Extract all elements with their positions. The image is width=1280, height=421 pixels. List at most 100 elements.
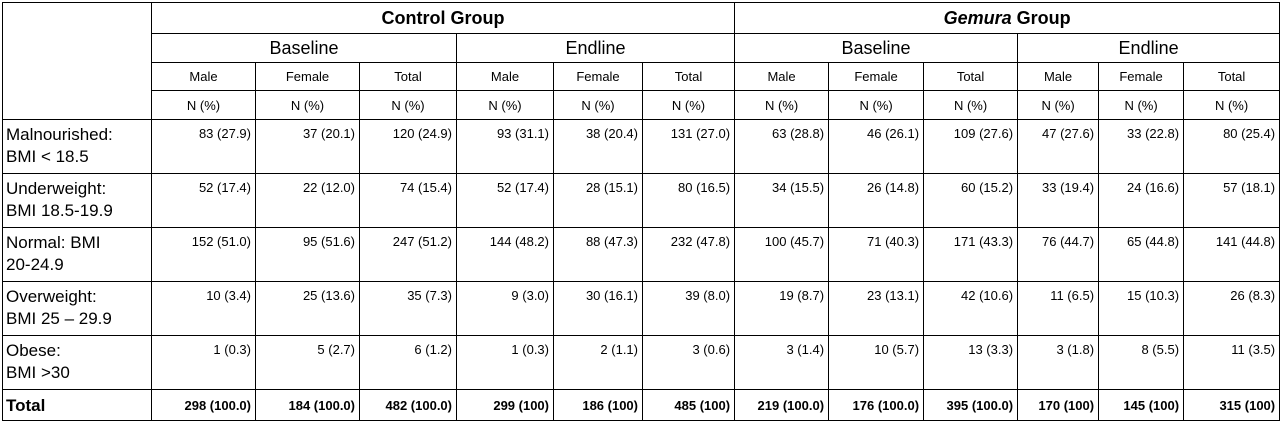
total-cell: 485 (100): [641, 389, 736, 421]
data-cell: 3 (1.8): [1017, 335, 1100, 390]
unit-header: N (%): [1183, 90, 1280, 120]
data-cell: 60 (15.2): [923, 173, 1019, 228]
sex-header: Male: [456, 62, 554, 91]
corner-cell: [2, 2, 152, 120]
data-cell: 15 (10.3): [1098, 281, 1185, 336]
phase-header: Baseline: [734, 33, 1019, 63]
data-cell: 57 (18.1): [1183, 173, 1280, 228]
table-row: Overweight: BMI 25 – 29.9 10 (3.4) 25 (13.6…: [2, 281, 1280, 336]
sex-header-row: Male Female Total Male Female Total Male Female…: [3, 62, 1280, 91]
unit-header: N (%): [255, 90, 360, 120]
sex-header: Male: [151, 62, 256, 91]
data-cell: 152 (51.0): [151, 227, 256, 282]
data-cell: 1 (0.3): [151, 335, 256, 390]
sex-header: Total: [923, 62, 1019, 91]
sex-header: Female: [553, 62, 643, 91]
unit-header: N (%): [359, 90, 457, 120]
total-row: Total 298 (100.0) 184 (100.0) 482 (100.0) 29…: [2, 389, 1280, 421]
data-cell: 109 (27.6): [923, 119, 1019, 174]
data-cell: 24 (16.6): [1098, 173, 1185, 228]
total-cell: 176 (100.0): [828, 389, 925, 421]
data-cell: 35 (7.3): [359, 281, 457, 336]
total-cell: 145 (100): [1098, 389, 1185, 421]
total-cell: 315 (100): [1183, 389, 1280, 421]
data-cell: 34 (15.5): [734, 173, 830, 228]
row-label-line2: BMI 18.5-19.9: [6, 201, 113, 220]
unit-header: N (%): [828, 90, 925, 120]
data-cell: 144 (48.2): [456, 227, 554, 282]
unit-header: N (%): [1098, 90, 1185, 120]
total-cell: 170 (100): [1017, 389, 1100, 421]
data-cell: 10 (3.4): [151, 281, 256, 336]
group-header-gemura: Gemura Group: [734, 2, 1280, 34]
row-label-line1: Underweight:: [6, 179, 107, 198]
data-cell: 80 (25.4): [1183, 119, 1280, 174]
data-cell: 1 (0.3): [456, 335, 554, 390]
unit-header: N (%): [923, 90, 1019, 120]
data-cell: 33 (19.4): [1017, 173, 1100, 228]
phase-header: Endline: [455, 33, 736, 63]
data-cell: 3 (0.6): [641, 335, 736, 390]
sex-header: Male: [1017, 62, 1100, 91]
phase-header: Baseline: [151, 33, 457, 63]
data-cell: 5 (2.7): [255, 335, 360, 390]
total-cell: 482 (100.0): [359, 389, 457, 421]
unit-header: N (%): [553, 90, 643, 120]
row-label: Obese: BMI >30: [2, 335, 152, 390]
total-cell: 184 (100.0): [255, 389, 360, 421]
row-label: Malnourished: BMI < 18.5: [2, 119, 152, 174]
sex-header: Female: [828, 62, 925, 91]
row-label-line2: BMI >30: [6, 363, 70, 382]
data-cell: 39 (8.0): [641, 281, 736, 336]
data-cell: 47 (27.6): [1017, 119, 1100, 174]
phase-header-row: Baseline Endline Baseline Endline: [3, 33, 1280, 63]
total-cell: 186 (100): [553, 389, 643, 421]
data-cell: 80 (16.5): [641, 173, 736, 228]
data-cell: 120 (24.9): [359, 119, 457, 174]
data-cell: 11 (6.5): [1017, 281, 1100, 336]
data-cell: 83 (27.9): [151, 119, 256, 174]
data-cell: 232 (47.8): [641, 227, 736, 282]
data-cell: 76 (44.7): [1017, 227, 1100, 282]
data-cell: 52 (17.4): [456, 173, 554, 228]
data-cell: 46 (26.1): [828, 119, 925, 174]
data-cell: 88 (47.3): [553, 227, 643, 282]
data-cell: 71 (40.3): [828, 227, 925, 282]
data-cell: 26 (14.8): [828, 173, 925, 228]
data-cell: 42 (10.6): [923, 281, 1019, 336]
data-cell: 37 (20.1): [255, 119, 360, 174]
row-label-line1: Malnourished:: [6, 125, 113, 144]
data-cell: 171 (43.3): [923, 227, 1019, 282]
data-cell: 26 (8.3): [1183, 281, 1280, 336]
sex-header: Total: [641, 62, 736, 91]
table-row: Malnourished: BMI < 18.5 83 (27.9) 37 (20.1…: [2, 119, 1280, 174]
data-cell: 13 (3.3): [923, 335, 1019, 390]
unit-header: N (%): [1017, 90, 1100, 120]
total-label: Total: [2, 389, 152, 421]
data-cell: 2 (1.1): [553, 335, 643, 390]
unit-header-row: N (%) N (%) N (%) N (%) N (%) N (%) N (%) N (%)…: [3, 90, 1280, 120]
data-cell: 6 (1.2): [359, 335, 457, 390]
sex-header: Total: [1183, 62, 1280, 91]
data-cell: 100 (45.7): [734, 227, 830, 282]
unit-header: N (%): [641, 90, 736, 120]
data-cell: 95 (51.6): [255, 227, 360, 282]
group-header-row: Control Group Gemura Group: [2, 2, 1280, 120]
data-cell: 93 (31.1): [456, 119, 554, 174]
total-cell: 298 (100.0): [151, 389, 256, 421]
data-cell: 11 (3.5): [1183, 335, 1280, 390]
table-row: Obese: BMI >30 1 (0.3) 5 (2.7) 6 (1.2) 1 (0.3…: [2, 335, 1280, 390]
row-label-line1: Overweight:: [6, 287, 97, 306]
unit-header: N (%): [734, 90, 830, 120]
data-cell: 28 (15.1): [553, 173, 643, 228]
row-label-line1: Obese:: [6, 341, 61, 360]
data-cell: 25 (13.6): [255, 281, 360, 336]
data-cell: 22 (12.0): [255, 173, 360, 228]
row-label-line2: BMI < 18.5: [6, 147, 89, 166]
row-label-line2: 20-24.9: [6, 255, 64, 274]
data-cell: 38 (20.4): [553, 119, 643, 174]
data-cell: 23 (13.1): [828, 281, 925, 336]
data-cell: 141 (44.8): [1183, 227, 1280, 282]
data-cell: 131 (27.0): [641, 119, 736, 174]
